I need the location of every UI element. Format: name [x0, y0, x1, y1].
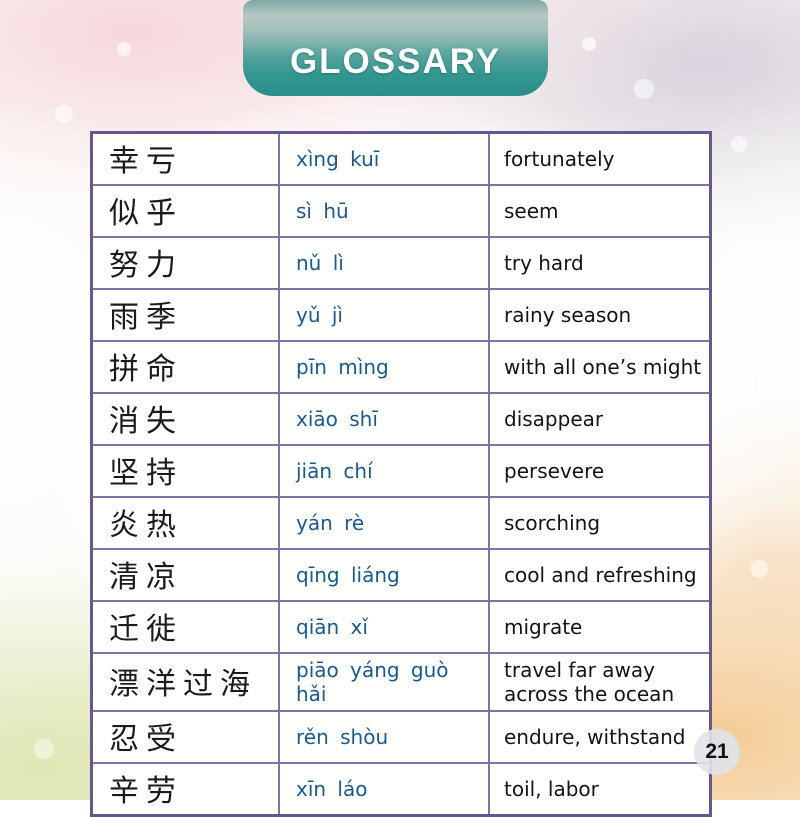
page-title: GLOSSARY: [289, 42, 502, 81]
table-row: 迁徙 qiān xǐ migrate: [93, 602, 709, 654]
table-row: 雨季 yǔ jì rainy season: [93, 290, 709, 342]
pinyin-cell: qiān xǐ: [278, 602, 488, 652]
pinyin-cell: xìng kuī: [278, 134, 488, 184]
english-cell: disappear: [488, 394, 709, 444]
english-cell: seem: [488, 186, 709, 236]
table-row: 清凉 qīng liáng cool and refreshing: [93, 550, 709, 602]
english-cell: migrate: [488, 602, 709, 652]
hanzi-cell: 迁徙: [93, 602, 278, 652]
hanzi-cell: 漂洋过海: [93, 654, 278, 710]
english-cell: with all one’s might: [488, 342, 709, 392]
pinyin-cell: rěn shòu: [278, 712, 488, 762]
glossary-banner: GLOSSARY: [243, 0, 548, 96]
pinyin-cell: qīng liáng: [278, 550, 488, 600]
english-cell: endure, withstand: [488, 712, 709, 762]
table-row: 消失 xiāo shī disappear: [93, 394, 709, 446]
english-cell: rainy season: [488, 290, 709, 340]
table-row: 似乎 sì hū seem: [93, 186, 709, 238]
pinyin-cell: jiān chí: [278, 446, 488, 496]
vocab-table: 幸亏 xìng kuī fortunately 似乎 sì hū seem 努力 nǔ lì t…: [90, 131, 712, 817]
table-row: 漂洋过海 piāo yáng guò hǎi travel far away acr…: [93, 654, 709, 712]
pinyin-cell: xīn láo: [278, 764, 488, 814]
table-row: 辛劳 xīn láo toil, labor: [93, 764, 709, 814]
english-cell: travel far away across the ocean: [488, 654, 709, 710]
hanzi-cell: 炎热: [93, 498, 278, 548]
pinyin-cell: xiāo shī: [278, 394, 488, 444]
hanzi-cell: 拼命: [93, 342, 278, 392]
hanzi-cell: 清凉: [93, 550, 278, 600]
hanzi-cell: 雨季: [93, 290, 278, 340]
pinyin-cell: piāo yáng guò hǎi: [278, 654, 488, 710]
english-cell: cool and refreshing: [488, 550, 709, 600]
table-row: 炎热 yán rè scorching: [93, 498, 709, 550]
english-cell: try hard: [488, 238, 709, 288]
pinyin-cell: sì hū: [278, 186, 488, 236]
hanzi-cell: 幸亏: [93, 134, 278, 184]
table-row: 努力 nǔ lì try hard: [93, 238, 709, 290]
english-cell: persevere: [488, 446, 709, 496]
pinyin-cell: pīn mìng: [278, 342, 488, 392]
pinyin-cell: yán rè: [278, 498, 488, 548]
page-number-badge: 21: [694, 729, 740, 775]
table-row: 幸亏 xìng kuī fortunately: [93, 134, 709, 186]
english-cell: toil, labor: [488, 764, 709, 814]
watercolor-speckles: [0, 0, 8, 8]
hanzi-cell: 消失: [93, 394, 278, 444]
hanzi-cell: 努力: [93, 238, 278, 288]
pinyin-cell: yǔ jì: [278, 290, 488, 340]
table-row: 忍受 rěn shòu endure, withstand: [93, 712, 709, 764]
table-row: 坚持 jiān chí persevere: [93, 446, 709, 498]
english-cell: scorching: [488, 498, 709, 548]
hanzi-cell: 辛劳: [93, 764, 278, 814]
pinyin-cell: nǔ lì: [278, 238, 488, 288]
hanzi-cell: 似乎: [93, 186, 278, 236]
english-cell: fortunately: [488, 134, 709, 184]
table-row: 拼命 pīn mìng with all one’s might: [93, 342, 709, 394]
page-number: 21: [705, 740, 729, 763]
hanzi-cell: 忍受: [93, 712, 278, 762]
hanzi-cell: 坚持: [93, 446, 278, 496]
